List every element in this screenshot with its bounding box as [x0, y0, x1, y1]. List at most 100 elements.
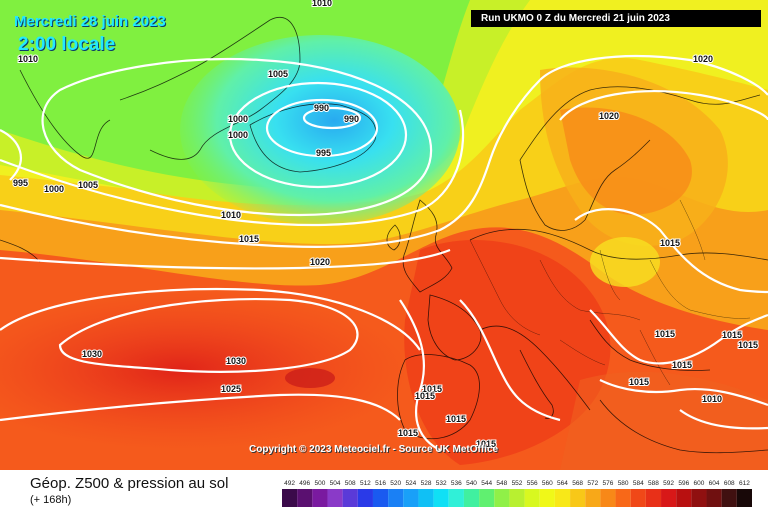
scale-swatch	[691, 489, 707, 507]
legend-subtitle: (+ 168h)	[30, 494, 72, 506]
scale-value-label: 560	[542, 480, 553, 487]
scale-value-label: 540	[466, 480, 477, 487]
scale-swatch	[494, 489, 510, 507]
pressure-label: 1015	[422, 384, 442, 394]
pressure-label: 1000	[228, 114, 248, 124]
scale-swatch	[676, 489, 692, 507]
pressure-label: 1015	[476, 439, 496, 449]
pressure-label: 1015	[722, 330, 742, 340]
coastlines	[0, 17, 768, 454]
scale-value-label: 556	[527, 480, 538, 487]
scale-value-label: 584	[633, 480, 644, 487]
scale-swatch	[661, 489, 677, 507]
pressure-label: 1000	[228, 130, 248, 140]
pressure-label: 1010	[702, 394, 722, 404]
scale-value-label: 592	[663, 480, 674, 487]
pressure-label: 1015	[239, 234, 259, 244]
pressure-label: 1030	[226, 356, 246, 366]
pressure-labels: 1010 1010 1005 990 990 1000 1000 995 995 1000 1005…	[12, 0, 759, 450]
run-info: Run UKMO 0 Z du Mercredi 21 juin 2023	[471, 10, 761, 27]
pressure-label: 1015	[398, 428, 418, 438]
pressure-label: 1005	[268, 69, 288, 79]
scale-value-label: 548	[496, 480, 507, 487]
pressure-label: 1015	[655, 329, 675, 339]
scale-value-label: 512	[360, 480, 371, 487]
forecast-date: Mercredi 28 juin 2023	[14, 13, 166, 30]
pressure-label: 1015	[415, 391, 435, 401]
scale-value-label: 612	[739, 480, 750, 487]
scale-swatch	[479, 489, 495, 507]
scale-swatch	[585, 489, 601, 507]
color-scale: 492 496 500 504 508 512 516 520 524 528 532 536 540 5…	[282, 480, 752, 507]
scale-swatch	[524, 489, 540, 507]
low-center-field	[180, 35, 460, 225]
pressure-label: 990	[314, 103, 329, 113]
scale-swatch	[357, 489, 373, 507]
pressure-label: 1020	[310, 257, 330, 267]
pressure-label: 1015	[446, 414, 466, 424]
scale-value-label: 532	[436, 480, 447, 487]
pressure-label: 1015	[738, 340, 758, 350]
pressure-label: 1020	[693, 54, 713, 64]
pressure-label: 995	[316, 148, 331, 158]
copyright: Copyright © 2023 Meteociel.fr - Source U…	[249, 444, 499, 455]
scale-value-label: 552	[512, 480, 523, 487]
forecast-time: 2:00 locale	[18, 34, 116, 55]
scale-value-label: 604	[709, 480, 720, 487]
scale-swatch	[630, 489, 646, 507]
isobars	[0, 55, 768, 451]
scale-value-label: 508	[345, 480, 356, 487]
scale-swatch	[570, 489, 586, 507]
pressure-label: 1000	[44, 184, 64, 194]
scale-swatch	[600, 489, 616, 507]
scale-swatch	[615, 489, 631, 507]
field-europe-heat	[404, 240, 611, 465]
scale-value-label: 544	[481, 480, 492, 487]
pressure-label: 990	[344, 114, 359, 124]
scale-swatch	[448, 489, 464, 507]
scale-swatch	[463, 489, 480, 507]
scale-swatch	[297, 489, 313, 507]
scale-value-label: 588	[648, 480, 659, 487]
scale-swatch	[539, 489, 555, 507]
scale-value-label: 596	[678, 480, 689, 487]
pressure-label: 995	[13, 178, 28, 188]
scale-value-label: 564	[557, 480, 568, 487]
forecast-map: 1010 1010 1005 990 990 1000 1000 995 995 1000 1005…	[0, 0, 768, 470]
scale-swatch	[721, 489, 737, 507]
scale-value-label: 492	[284, 480, 295, 487]
scale-swatch	[282, 489, 298, 507]
scale-swatch	[342, 489, 358, 507]
pressure-label: 1010	[312, 0, 332, 8]
scale-swatch	[403, 489, 419, 507]
pressure-label: 1025	[221, 384, 241, 394]
pressure-label: 1020	[599, 111, 619, 121]
scale-value-label: 516	[375, 480, 386, 487]
pressure-label: 1010	[221, 210, 241, 220]
scale-value-label: 504	[330, 480, 341, 487]
scale-swatch	[645, 489, 662, 507]
scale-value-label: 568	[572, 480, 583, 487]
scale-value-label: 580	[618, 480, 629, 487]
pressure-label: 1005	[78, 180, 98, 190]
pressure-label: 1010	[18, 54, 38, 64]
legend-title: Géop. Z500 & pression au sol	[30, 475, 229, 492]
legend-bar: Géop. Z500 & pression au sol (+ 168h) 49…	[0, 470, 768, 512]
scale-swatch	[312, 489, 328, 507]
pressure-label: 1015	[629, 377, 649, 387]
scale-swatch	[736, 489, 752, 507]
scale-swatch	[706, 489, 722, 507]
scale-value-label: 536	[451, 480, 462, 487]
scale-value-label: 608	[724, 480, 735, 487]
scale-swatch	[418, 489, 434, 507]
scale-value-label: 576	[603, 480, 614, 487]
scale-swatch	[509, 489, 525, 507]
pressure-label: 1015	[672, 360, 692, 370]
scale-value-label: 520	[390, 480, 401, 487]
scale-swatch	[388, 489, 404, 507]
scale-value-label: 600	[694, 480, 705, 487]
pressure-label: 1015	[660, 238, 680, 248]
scale-swatch	[327, 489, 343, 507]
scale-value-label: 528	[421, 480, 432, 487]
